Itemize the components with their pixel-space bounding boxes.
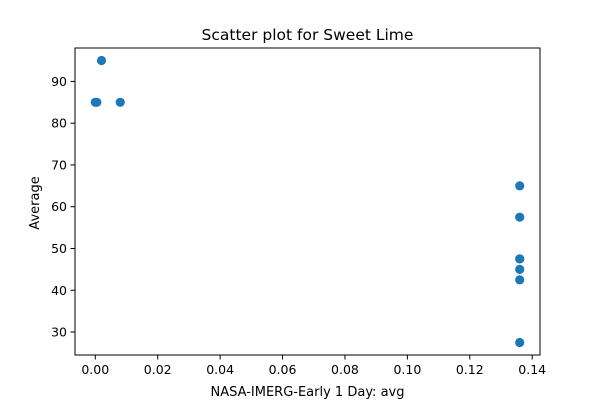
y-tick-label: 30 bbox=[51, 325, 67, 340]
data-point bbox=[515, 212, 525, 222]
x-tick-label: 0.12 bbox=[456, 362, 484, 377]
data-point bbox=[515, 275, 525, 285]
data-point bbox=[92, 97, 102, 107]
x-tick-label: 0.14 bbox=[518, 362, 546, 377]
plot-area: 0.00 0.02 0.04 0.06 0.08 0.10 0.12 0.14 30 40 50 60… bbox=[51, 47, 546, 377]
y-axis-label: Average bbox=[28, 176, 43, 229]
x-tick-label: 0.02 bbox=[144, 362, 172, 377]
y-tick-label: 40 bbox=[51, 283, 67, 298]
chart-title: Scatter plot for Sweet Lime bbox=[202, 26, 414, 44]
data-point bbox=[515, 337, 525, 348]
data-point bbox=[515, 264, 525, 274]
y-tick-label: 70 bbox=[51, 157, 67, 172]
x-tick-label: 0.04 bbox=[206, 362, 234, 377]
data-point bbox=[96, 55, 107, 66]
y-tick-label: 50 bbox=[51, 241, 67, 256]
x-tick-label: 0.00 bbox=[81, 362, 109, 377]
x-axis-label: NASA-IMERG-Early 1 Day: avg bbox=[211, 385, 405, 400]
data-point bbox=[115, 97, 125, 107]
plot-frame bbox=[74, 47, 541, 356]
x-tick-label: 0.08 bbox=[331, 362, 359, 377]
x-tick-label: 0.06 bbox=[269, 362, 297, 377]
y-tick-label: 60 bbox=[51, 199, 67, 214]
y-tick-label: 80 bbox=[51, 116, 67, 131]
x-tick-label: 0.10 bbox=[393, 362, 421, 377]
y-tick-label: 90 bbox=[51, 74, 67, 89]
data-point bbox=[515, 254, 525, 264]
data-point bbox=[515, 181, 525, 191]
